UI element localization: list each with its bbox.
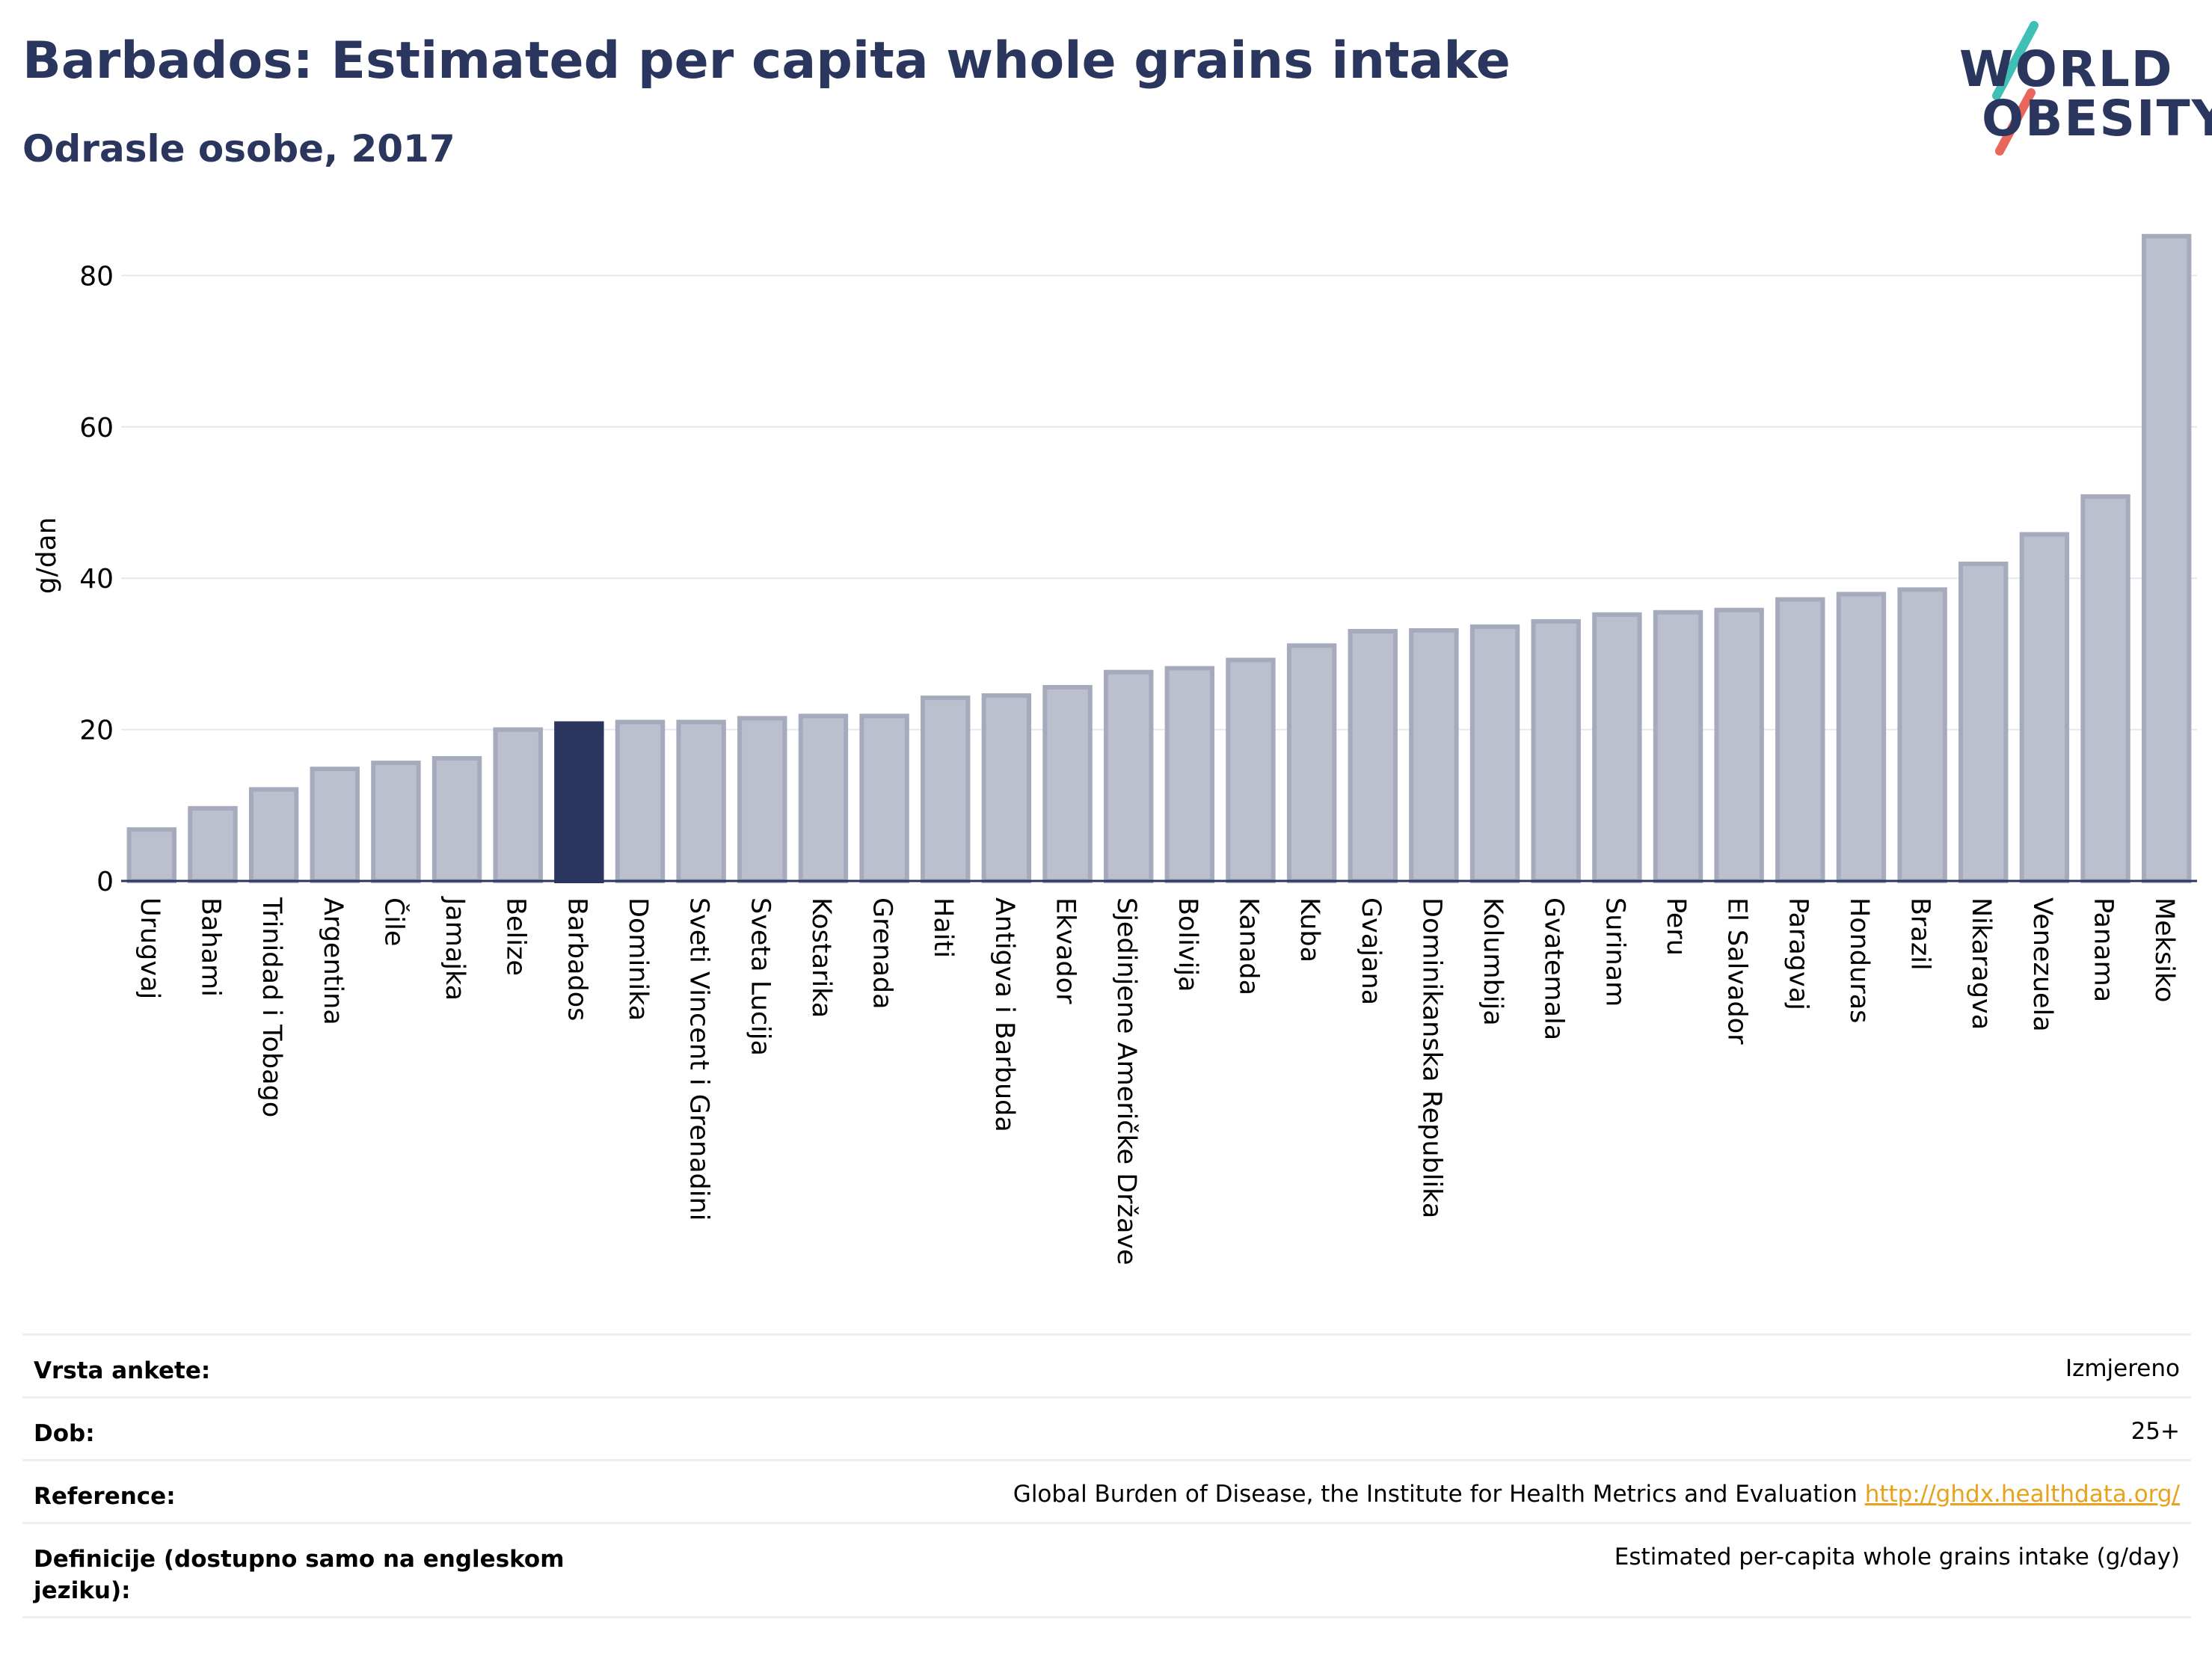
bar-meksiko[interactable]: [2141, 233, 2192, 883]
bar-chart: 0 20 40 60 80 Urugvaj Bahami Trinidad i Tobago…: [31, 233, 2197, 1265]
bar-antigva-i-barbuda[interactable]: [981, 693, 1032, 883]
bar-grenada[interactable]: [859, 713, 909, 883]
x-tick-label: Grenada: [867, 897, 897, 1010]
bar-brazil[interactable]: [1897, 587, 1947, 883]
footer-row-definitions: Definicije (dostupno samo na engleskom j…: [22, 1522, 2191, 1618]
footer-value: Estimated per-capita whole grains intake…: [1614, 1544, 2180, 1570]
x-tick-label: Venezuela: [2027, 897, 2057, 1032]
x-tick-label: Argentina: [318, 897, 348, 1025]
logo-line-world: WORLD: [1959, 40, 2174, 98]
footer-value: Global Burden of Disease, the Institute …: [1013, 1481, 2180, 1508]
x-tick-label: Kolumbija: [1478, 897, 1508, 1026]
x-axis-ticks: Urugvaj Bahami Trinidad i Tobago Argentina Č…: [135, 896, 2179, 1265]
x-tick-label: Dominika: [623, 897, 653, 1021]
footer-value: 25+: [2130, 1418, 2180, 1445]
bar-barbados[interactable]: [554, 721, 604, 884]
x-tick-label: Panama: [2089, 897, 2119, 1002]
bar-belize[interactable]: [493, 727, 543, 883]
x-tick-label: Bahami: [195, 897, 225, 997]
bar-sveta-lucija[interactable]: [737, 716, 787, 883]
y-tick-label: 0: [96, 867, 114, 897]
bar-dominikanska-republika[interactable]: [1409, 628, 1459, 883]
x-tick-label: Belize: [501, 897, 531, 976]
x-tick-label: Paragvaj: [1783, 897, 1813, 1010]
x-tick-label: Ekvador: [1051, 897, 1081, 1004]
chart-bars: [126, 233, 2192, 884]
bar-kuba[interactable]: [1286, 643, 1337, 883]
footer-label: Reference:: [34, 1483, 176, 1510]
x-tick-label: Sveta Lucija: [745, 897, 775, 1056]
x-tick-label: Haiti: [928, 897, 958, 958]
bar-bahami[interactable]: [188, 805, 238, 884]
bar-čile[interactable]: [371, 761, 421, 883]
y-axis-ticks: 0 20 40 60 80: [79, 261, 114, 897]
bar-jamajka[interactable]: [431, 756, 482, 884]
bar-dominika[interactable]: [615, 719, 666, 883]
x-tick-label: Čile: [378, 897, 410, 946]
x-tick-label: Bolivija: [1173, 897, 1202, 992]
bar-haiti[interactable]: [921, 696, 971, 884]
world-obesity-logo[interactable]: WORLD OBESITY: [1952, 21, 2212, 163]
footer-label: Vrsta ankete:: [34, 1357, 211, 1384]
bar-bolivija[interactable]: [1164, 666, 1215, 883]
x-tick-label: Gvatemala: [1539, 897, 1569, 1040]
x-tick-label: Jamajka: [440, 896, 470, 1001]
x-tick-label: Kuba: [1294, 897, 1324, 962]
bar-nikaragva[interactable]: [1958, 561, 2009, 883]
info-footer: Vrsta ankete: Izmjereno Dob: 25+ Referen…: [22, 1333, 2191, 1618]
x-tick-label: Sveti Vincent i Grenadini: [684, 897, 714, 1221]
bar-peru[interactable]: [1653, 610, 1703, 883]
bar-venezuela[interactable]: [2019, 532, 2070, 883]
bar-sjedinjene-američke-države[interactable]: [1103, 669, 1154, 883]
footer-label: Dob:: [34, 1420, 95, 1447]
reference-link[interactable]: http://ghdx.healthdata.org/: [1864, 1481, 2180, 1508]
chart-title: Barbados: Estimated per capita whole gra…: [22, 31, 1511, 90]
bar-panama[interactable]: [2080, 494, 2130, 883]
x-tick-label: El Salvador: [1722, 897, 1752, 1045]
logo-slash-icon: [1992, 21, 2039, 156]
bar-kanada[interactable]: [1226, 657, 1276, 883]
footer-value: Izmjereno: [2065, 1355, 2180, 1382]
x-tick-label: Surinam: [1600, 897, 1629, 1007]
x-tick-label: Meksiko: [2149, 897, 2179, 1002]
x-tick-label: Brazil: [1905, 897, 1935, 971]
reference-text: Global Burden of Disease, the Institute …: [1013, 1481, 1858, 1508]
x-tick-label: Trinidad i Tobago: [256, 897, 286, 1117]
bar-urugvaj[interactable]: [126, 827, 177, 884]
bar-sveti-vincent-i-grenadini[interactable]: [676, 719, 726, 883]
y-tick-label: 40: [79, 564, 114, 595]
x-tick-label: Kostarika: [806, 897, 836, 1018]
chart-subtitle: Odrasle osobe, 2017: [22, 127, 455, 171]
bar-kolumbija[interactable]: [1469, 624, 1520, 884]
x-tick-label: Peru: [1661, 897, 1691, 956]
bar-argentina[interactable]: [310, 767, 360, 883]
y-axis-label: g/dan: [31, 517, 62, 594]
footer-label: Definicije (dostupno samo na engleskom j…: [34, 1546, 565, 1604]
logo-line-obesity: OBESITY: [1982, 90, 2212, 147]
footer-row-reference: Reference: Global Burden of Disease, the…: [22, 1459, 2191, 1522]
x-tick-label: Gvajana: [1356, 897, 1386, 1005]
x-tick-label: Antigva i Barbuda: [989, 897, 1019, 1132]
bar-kostarika[interactable]: [798, 713, 849, 883]
x-tick-label: Nikaragva: [1966, 897, 1996, 1030]
y-tick-label: 20: [79, 716, 114, 746]
bar-gvajana[interactable]: [1348, 629, 1398, 883]
y-tick-label: 80: [79, 261, 114, 292]
bar-gvatemala[interactable]: [1531, 618, 1581, 883]
y-tick-label: 60: [79, 413, 114, 443]
bar-ekvador[interactable]: [1042, 684, 1093, 883]
bar-el-salvador[interactable]: [1714, 607, 1764, 883]
x-tick-label: Barbados: [562, 897, 592, 1021]
x-tick-label: Dominikanska Republika: [1416, 897, 1446, 1218]
x-tick-label: Sjedinjene Američke Države: [1111, 897, 1141, 1265]
footer-row-age: Dob: 25+: [22, 1396, 2191, 1459]
x-tick-label: Kanada: [1233, 897, 1263, 995]
bar-honduras[interactable]: [1836, 592, 1887, 884]
bar-surinam[interactable]: [1592, 612, 1642, 883]
footer-row-survey-type: Vrsta ankete: Izmjereno: [22, 1333, 2191, 1396]
bar-trinidad-i-tobago[interactable]: [248, 787, 299, 883]
x-tick-label: Urugvaj: [135, 897, 165, 999]
bar-paragvaj[interactable]: [1775, 597, 1825, 883]
x-tick-label: Honduras: [1844, 897, 1874, 1023]
